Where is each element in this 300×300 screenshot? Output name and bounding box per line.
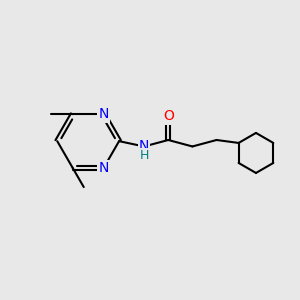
Text: N: N — [98, 107, 109, 122]
Text: N: N — [139, 140, 149, 154]
Text: N: N — [98, 161, 109, 175]
Text: O: O — [163, 110, 174, 123]
Text: H: H — [140, 149, 149, 162]
